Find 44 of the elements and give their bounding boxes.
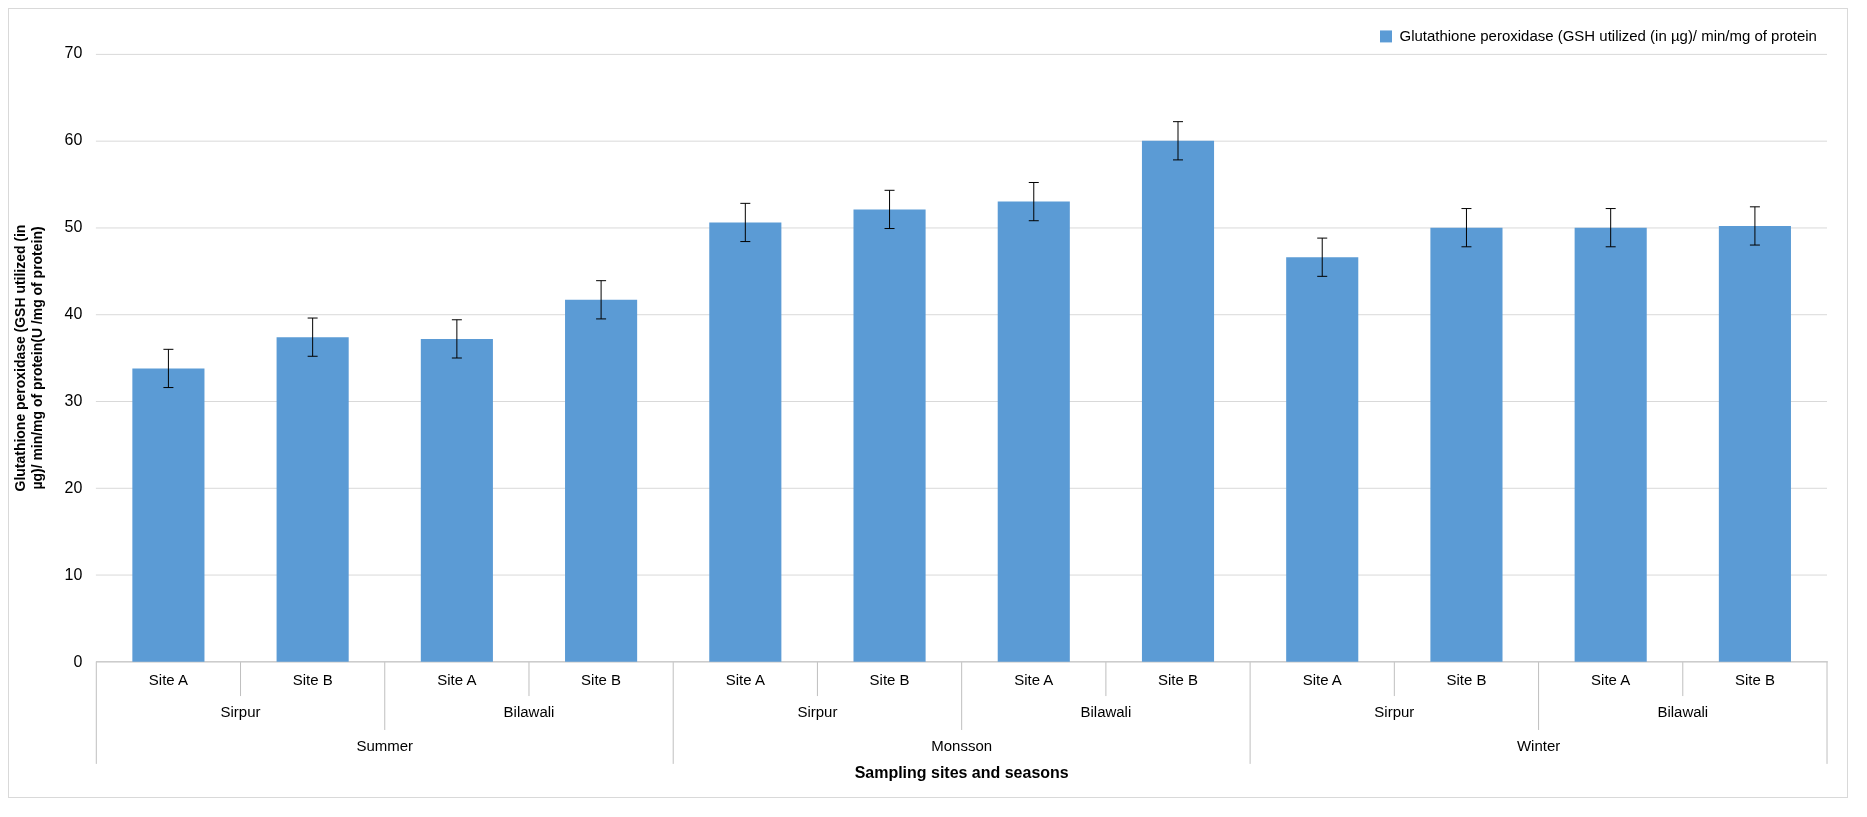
- y-tick-label: 20: [64, 478, 83, 496]
- y-tick-label: 30: [64, 391, 83, 409]
- bar: [997, 201, 1070, 662]
- x-tick-label: Site B: [869, 671, 910, 689]
- x-tick-label: Site A: [1302, 671, 1342, 689]
- bar: [853, 209, 926, 662]
- legend-label: Glutathione peroxidase (GSH utilized (in µg)/ min/mg of protein: [1399, 26, 1817, 44]
- y-axis-title: Glutathione peroxidase (GSH utilized (in µg)/ min/mg of protein(U /mg of protein): [12, 224, 46, 492]
- bar: [1286, 257, 1359, 662]
- x-tick-label: Site A: [148, 671, 188, 689]
- x-axis-title: Sampling sites and seasons: [854, 763, 1069, 781]
- text: Summer: [356, 737, 414, 755]
- text: Sirpur: [1374, 703, 1415, 721]
- y-tick-label: 40: [64, 304, 83, 322]
- bar: [565, 299, 638, 662]
- text: Bilawali: [1080, 703, 1132, 721]
- x-tick-label: Site A: [437, 671, 477, 689]
- bar: [709, 222, 782, 662]
- x-tick-label: Site A: [1591, 671, 1631, 689]
- y-tick-label: 60: [64, 131, 83, 149]
- text: Bilawali: [1657, 703, 1709, 721]
- x-tick-label: Site B: [1734, 671, 1775, 689]
- y-tick-label: 10: [64, 565, 83, 583]
- bar: [1141, 140, 1215, 662]
- bar: [276, 337, 349, 662]
- x-tick-label: Site B: [1158, 671, 1198, 689]
- x-tick-label: Site B: [292, 671, 333, 689]
- y-tick-label: 70: [64, 44, 83, 62]
- text: Sirpur: [220, 703, 261, 721]
- x-tick-label: Site A: [1014, 671, 1054, 689]
- text: Monsson: [931, 737, 993, 755]
- bar: [1430, 227, 1503, 662]
- y-tick-label: 50: [64, 218, 83, 236]
- x-tick-label: Site A: [725, 671, 765, 689]
- text: Sirpur: [797, 703, 838, 721]
- text: Bilawali: [503, 703, 555, 721]
- text: Winter: [1516, 737, 1561, 755]
- bar: [1718, 225, 1791, 662]
- bar: [132, 368, 205, 662]
- x-tick-label: Site B: [1446, 671, 1487, 689]
- x-tick-label: Site B: [581, 671, 622, 689]
- bar: [1574, 227, 1647, 662]
- y-tick-label: 0: [73, 652, 83, 670]
- bar: [420, 338, 493, 662]
